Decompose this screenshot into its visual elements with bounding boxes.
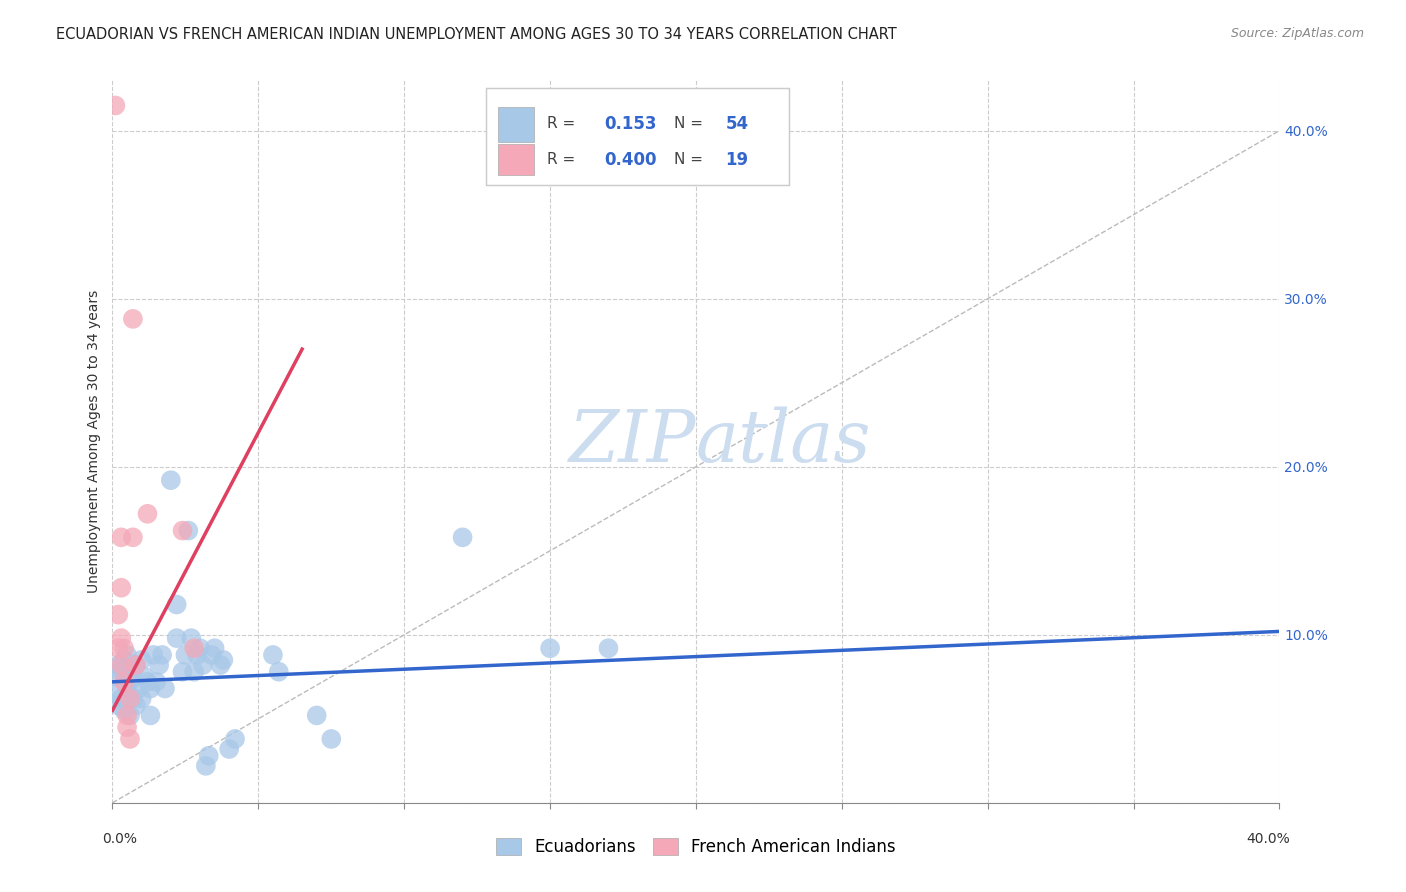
Point xyxy=(142,648,165,662)
Point xyxy=(128,681,150,696)
Text: Source: ZipAtlas.com: Source: ZipAtlas.com xyxy=(1230,27,1364,40)
Point xyxy=(183,641,205,656)
Point xyxy=(115,681,138,696)
Text: atlas: atlas xyxy=(696,406,872,477)
Point xyxy=(110,691,132,706)
Y-axis label: Unemployment Among Ages 30 to 34 years: Unemployment Among Ages 30 to 34 years xyxy=(87,290,101,593)
Point xyxy=(110,581,132,595)
Point xyxy=(197,748,219,763)
Point xyxy=(118,691,141,706)
Point xyxy=(107,658,129,673)
Point xyxy=(451,530,474,544)
Point xyxy=(212,653,235,667)
Point xyxy=(209,658,232,673)
Text: ZIP: ZIP xyxy=(568,406,696,477)
Text: 0.0%: 0.0% xyxy=(103,832,136,846)
Point xyxy=(139,681,162,696)
Point xyxy=(110,530,132,544)
Point xyxy=(110,665,132,679)
Point xyxy=(204,641,226,656)
Point xyxy=(115,648,138,662)
Point xyxy=(145,674,167,689)
Point xyxy=(134,670,156,684)
Point xyxy=(183,665,205,679)
Point xyxy=(112,641,135,656)
Point xyxy=(186,648,208,662)
Point xyxy=(224,731,246,746)
Point xyxy=(125,658,148,673)
Point xyxy=(118,708,141,723)
Point xyxy=(172,524,194,538)
Point xyxy=(112,674,135,689)
Point xyxy=(166,631,188,645)
Point xyxy=(321,731,343,746)
Point xyxy=(172,665,194,679)
Point xyxy=(122,665,145,679)
Point xyxy=(148,658,170,673)
Point xyxy=(125,698,148,713)
Point xyxy=(112,653,135,667)
Point xyxy=(218,742,240,756)
Point xyxy=(538,641,561,656)
Point xyxy=(131,691,153,706)
Point xyxy=(115,708,138,723)
Point xyxy=(118,731,141,746)
Point xyxy=(136,674,159,689)
Point xyxy=(136,507,159,521)
Point xyxy=(118,674,141,689)
Point xyxy=(122,691,145,706)
Point xyxy=(131,653,153,667)
Point xyxy=(166,598,188,612)
Point xyxy=(107,698,129,713)
Point xyxy=(122,311,145,326)
Point xyxy=(177,524,200,538)
Point xyxy=(305,708,328,723)
Point xyxy=(153,681,176,696)
Point xyxy=(107,607,129,622)
Point xyxy=(139,708,162,723)
Point xyxy=(180,631,202,645)
Point xyxy=(194,759,217,773)
Point xyxy=(174,648,197,662)
Point xyxy=(150,648,173,662)
Point xyxy=(104,670,127,684)
Point xyxy=(598,641,620,656)
Point xyxy=(107,641,129,656)
Point xyxy=(191,658,214,673)
Point xyxy=(125,658,148,673)
Point xyxy=(112,703,135,717)
Point xyxy=(201,648,224,662)
Point xyxy=(115,720,138,734)
Point xyxy=(262,648,284,662)
Point xyxy=(188,641,211,656)
Text: 40.0%: 40.0% xyxy=(1246,832,1291,846)
Point xyxy=(160,473,183,487)
Legend: Ecuadorians, French American Indians: Ecuadorians, French American Indians xyxy=(489,831,903,863)
Text: ECUADORIAN VS FRENCH AMERICAN INDIAN UNEMPLOYMENT AMONG AGES 30 TO 34 YEARS CORR: ECUADORIAN VS FRENCH AMERICAN INDIAN UNE… xyxy=(56,27,897,42)
Point xyxy=(104,98,127,112)
Point xyxy=(110,631,132,645)
Point xyxy=(110,658,132,673)
Point xyxy=(104,687,127,701)
Point xyxy=(267,665,290,679)
Point xyxy=(122,530,145,544)
